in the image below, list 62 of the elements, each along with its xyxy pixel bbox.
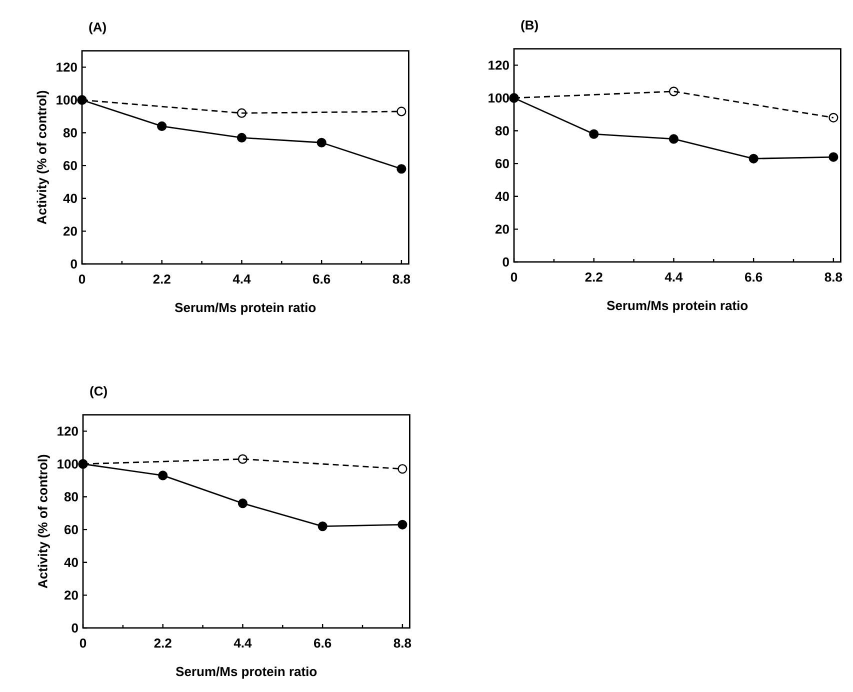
point [398,520,408,530]
x-tick-label: 6.6 [313,274,330,284]
y-tick-label: 80 [63,128,77,138]
point [396,106,406,116]
x-tick-label: 8.8 [394,638,412,648]
y-tick-label: 20 [64,590,78,600]
y-tick-label: 20 [63,226,77,236]
y-tick-label: 60 [495,158,509,168]
y-tick-label: 40 [63,194,77,203]
y-tick-label: 100 [58,459,78,469]
y-tick-label: 60 [64,524,78,534]
point [236,108,247,118]
x-tick-label: 4.4 [234,638,252,648]
point [158,470,168,480]
x-tick-label: 2.2 [585,272,602,282]
y-tick-label: 40 [64,558,78,567]
point [668,86,679,96]
y-tick-label: 0 [70,259,77,269]
x-tick-label: 8.8 [824,272,842,282]
x-tick-label: 8.8 [392,274,410,284]
y-tick-label: 120 [56,62,77,72]
point [238,454,248,464]
point [668,134,679,144]
point [318,522,328,532]
x-tick-label: 0 [80,638,86,648]
y-tick-label: 80 [64,492,78,502]
point [238,498,248,508]
y-axis-title: Activity (% of control) [36,90,49,224]
y-tick-label: 40 [495,192,509,201]
y-tick-label: 60 [63,160,77,170]
y-tick-label: 100 [56,95,77,105]
point [236,132,247,143]
x-tick-label: 6.6 [745,272,762,282]
y-axis-title: Activity (% of control) [38,454,50,588]
chart-title: (B) [521,20,538,32]
x-axis-title: Serum/Ms protein ratio [606,300,748,313]
point [748,154,758,164]
chart-title: (A) [89,22,106,34]
y-tick-label: 0 [72,623,78,633]
y-tick-label: 20 [495,224,509,234]
x-axis-title: Serum/Ms protein ratio [174,302,316,315]
point [316,138,326,148]
point [398,464,408,474]
x-axis-title: Serum/Ms protein ratio [176,666,317,679]
x-tick-label: 4.4 [232,274,251,284]
y-tick-label: 100 [488,93,509,103]
x-tick-label: 4.4 [664,272,683,282]
point [828,152,838,162]
y-tick-label: 120 [58,426,78,436]
y-tick-label: 80 [495,126,509,136]
point [589,129,599,139]
y-tick-label: 120 [488,60,509,70]
point [396,164,406,174]
x-tick-label: 6.6 [314,638,332,648]
point [828,112,838,122]
y-tick-label: 0 [502,257,509,267]
point [157,121,167,132]
chart-title: (C) [90,386,107,398]
x-tick-label: 2.2 [154,638,172,648]
x-tick-label: 0 [78,274,86,284]
x-tick-label: 0 [510,272,518,282]
x-tick-label: 2.2 [153,274,170,284]
